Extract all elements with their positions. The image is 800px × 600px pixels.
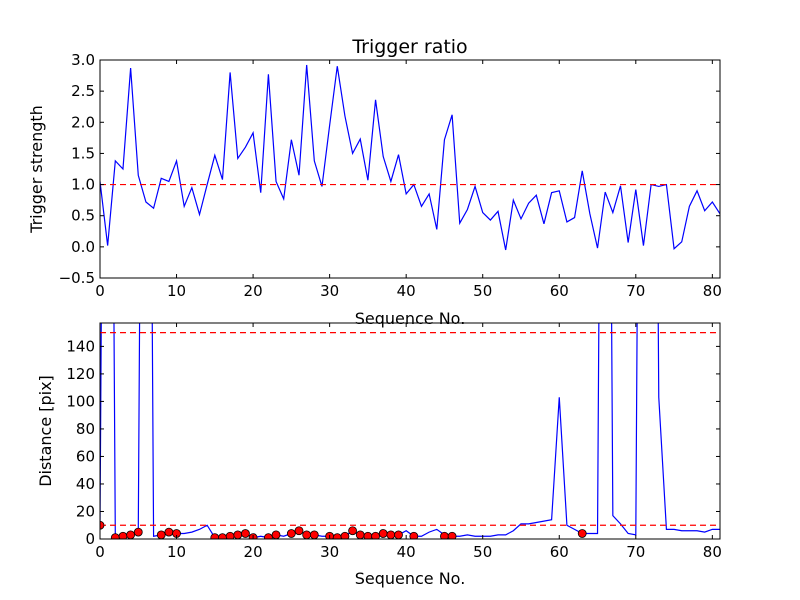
- data-point: [263, 533, 273, 539]
- x-axis-label-bottom: Sequence No.: [355, 569, 466, 588]
- axes-frame-bottom: [99, 322, 721, 540]
- distance-chart: 0 10 20 30 40 50 60 70 80 0 20 40 60 80 100 120 140 Sequ…: [36, 322, 722, 588]
- data-point: [100, 520, 105, 530]
- y-tick-label: 40: [76, 475, 95, 493]
- y-tick-label: 0.0: [71, 238, 95, 256]
- data-point: [348, 526, 357, 536]
- y-axis-label-bottom: Distance [pix]: [36, 375, 55, 487]
- y-tick-label: 3.0: [71, 51, 95, 69]
- x-tick-label: 80: [703, 543, 722, 561]
- data-point: [409, 531, 419, 539]
- y-tick-label: 140: [66, 337, 95, 355]
- x-tick-label: 40: [397, 543, 416, 561]
- data-point: [577, 529, 587, 538]
- x-tick-label: 60: [550, 543, 569, 561]
- x-tick-label: 70: [626, 543, 645, 561]
- x-tick-label: 10: [167, 543, 186, 561]
- data-point: [164, 527, 174, 537]
- series-line: [100, 64, 720, 251]
- x-axis-label-top: Sequence No.: [355, 309, 466, 328]
- data-point: [302, 530, 312, 539]
- y-tick-label: 80: [76, 420, 95, 438]
- x-tick-label: 60: [550, 282, 569, 300]
- y-tick-label: 60: [76, 447, 95, 465]
- axis-ticks-top: 0 10 20 30 40 50 60 70 80 −0.5 0.0 0.5 1.0 1.5 2.0 2.5 3…: [59, 51, 722, 300]
- x-tick-label: 0: [95, 543, 105, 561]
- y-tick-label: 1.0: [71, 176, 95, 194]
- y-tick-label: 0: [85, 530, 95, 548]
- x-tick-label: 40: [397, 282, 416, 300]
- y-tick-label: 20: [76, 502, 95, 520]
- data-point: [233, 530, 243, 539]
- y-tick-label: −0.5: [59, 269, 95, 287]
- axis-ticks-bottom: 0 10 20 30 40 50 60 70 80 0 20 40 60 80 100 120 140: [66, 323, 722, 561]
- data-point: [271, 530, 281, 539]
- data-point: [371, 531, 380, 539]
- data-point: [394, 530, 403, 539]
- chart-title: Trigger ratio: [351, 36, 467, 58]
- plot-area-bottom: [100, 323, 720, 539]
- y-tick-label: 2.0: [71, 113, 95, 131]
- series-line: [100, 323, 720, 539]
- data-point: [126, 530, 136, 539]
- data-point: [355, 530, 365, 539]
- x-tick-label: 10: [167, 282, 186, 300]
- y-tick-label: 2.5: [71, 82, 95, 100]
- x-tick-label: 70: [626, 282, 645, 300]
- data-point: [309, 530, 319, 539]
- y-tick-label: 1.5: [71, 144, 95, 162]
- x-tick-label: 0: [95, 282, 105, 300]
- x-tick-label: 30: [320, 282, 339, 300]
- x-tick-label: 80: [703, 282, 722, 300]
- x-tick-label: 50: [473, 282, 492, 300]
- data-point: [294, 526, 304, 536]
- y-tick-label: 100: [66, 392, 95, 410]
- x-tick-label: 50: [473, 543, 492, 561]
- y-axis-label-top: Trigger strength: [27, 105, 46, 234]
- data-point: [133, 527, 143, 537]
- y-tick-label: 0.5: [71, 207, 95, 225]
- data-point: [156, 530, 166, 539]
- x-tick-label: 20: [244, 543, 263, 561]
- data-point: [241, 529, 250, 538]
- data-point: [447, 531, 457, 539]
- data-point: [386, 530, 396, 539]
- data-point: [286, 529, 296, 538]
- axes-frame-top: [99, 59, 721, 279]
- trigger-ratio-chart: 0 10 20 30 40 50 60 70 80 −0.5 0.0 0.5 1.0 1.5 2.0 2.5 3…: [27, 36, 722, 328]
- data-point: [340, 531, 350, 539]
- data-point: [378, 529, 388, 538]
- x-tick-label: 30: [320, 543, 339, 561]
- plot-area-top: [100, 64, 720, 251]
- x-tick-label: 20: [244, 282, 263, 300]
- y-tick-label: 120: [66, 365, 95, 383]
